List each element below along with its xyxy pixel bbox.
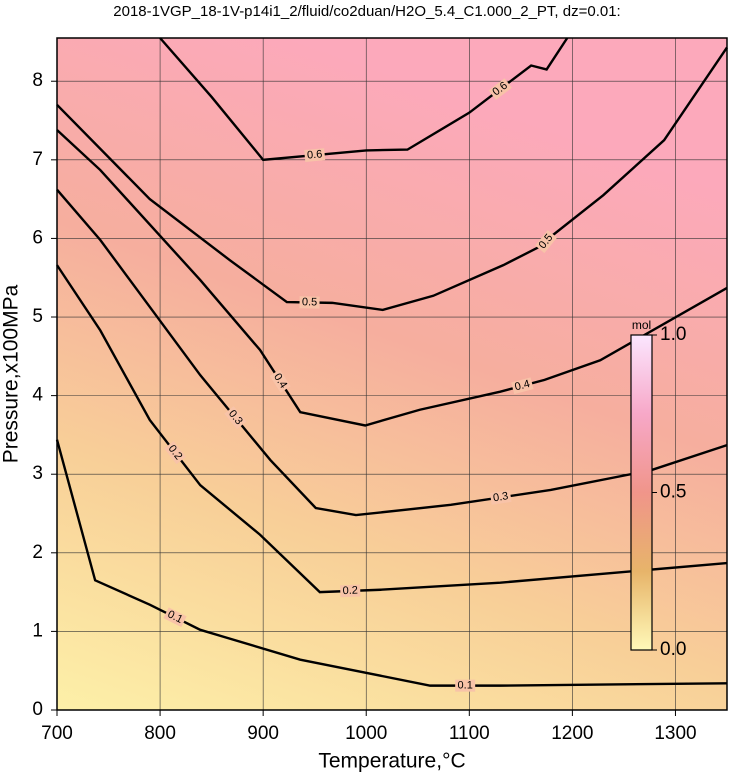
x-tick-label: 1000 <box>345 723 387 744</box>
chart-title: 2018-1VGP_18-1V-p14i1_2/fluid/co2duan/H2… <box>113 3 620 20</box>
x-tick-label: 800 <box>144 723 176 744</box>
plot-frame <box>56 37 728 711</box>
contour-label-bg <box>299 296 320 309</box>
colorbar-tick-label: 1.0 <box>660 324 686 345</box>
x-tick-label: 1100 <box>449 723 490 744</box>
contour-line <box>55 439 728 687</box>
x-tick-label: 1300 <box>654 723 696 744</box>
x-tick-label: 1200 <box>551 723 593 744</box>
contour-line <box>56 46 728 312</box>
contour-line <box>56 129 728 427</box>
y-tick-label: 1 <box>32 620 43 641</box>
colorbar <box>630 334 653 651</box>
contour-label-bg <box>164 441 186 465</box>
x-tick-label: 900 <box>247 723 279 744</box>
contour-label-bg <box>535 230 558 254</box>
contour-label: 0.2 <box>342 585 358 598</box>
contour-label-bg <box>269 369 291 393</box>
y-tick-label: 3 <box>32 463 43 484</box>
y-tick-label: 4 <box>32 385 43 406</box>
y-tick-label: 8 <box>32 70 43 91</box>
y-tick-label: 7 <box>32 149 43 170</box>
contour-label: 0.4 <box>513 378 531 394</box>
contour-label-bg <box>224 406 247 430</box>
contour-line <box>56 264 728 594</box>
colorbar-tick-label: 0.5 <box>660 482 686 503</box>
y-tick-label: 6 <box>32 227 43 248</box>
contour-label-bg <box>511 377 534 395</box>
y-axis-title: Pressure,x100MPa <box>0 284 23 463</box>
y-tick-label: 5 <box>32 306 43 327</box>
contour-label-bg <box>488 78 512 100</box>
contour-label: 0.3 <box>492 490 509 504</box>
colorbar-label: mol <box>632 318 651 332</box>
x-tick-label: 700 <box>41 723 73 744</box>
contour-label: 0.6 <box>307 148 323 161</box>
contour-label-bg <box>163 607 187 628</box>
contour-label: 0.5 <box>302 296 318 308</box>
contour-label-bg <box>304 148 326 162</box>
contour-label: 0.1 <box>458 680 473 692</box>
y-tick-label: 2 <box>32 542 43 563</box>
contour-label-bg <box>340 584 361 598</box>
x-axis-title: Temperature,°C <box>318 750 465 773</box>
contour-line <box>56 188 728 517</box>
contour-line <box>159 37 569 162</box>
colorbar-tick-label: 0.0 <box>660 639 686 660</box>
contour-label-bg <box>455 679 476 692</box>
y-tick-label: 0 <box>32 699 43 720</box>
contour-label-bg <box>489 489 512 505</box>
